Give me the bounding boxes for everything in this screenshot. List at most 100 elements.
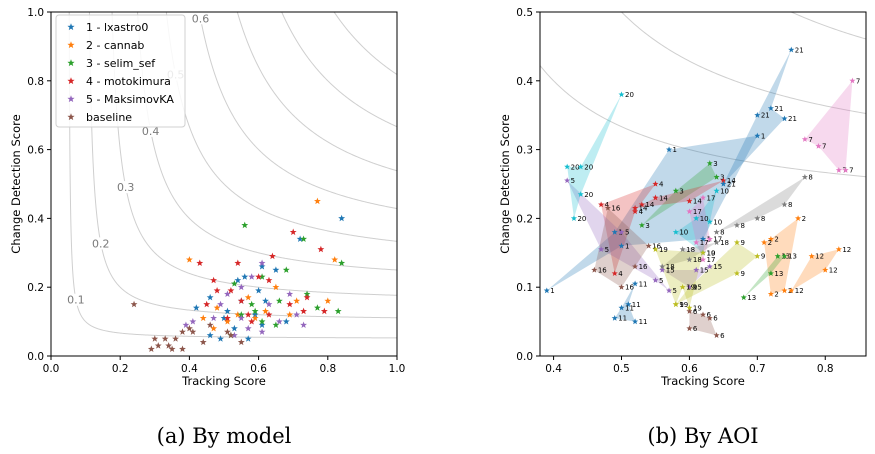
point-baseline xyxy=(199,338,207,346)
x-tick-label: 0.8 xyxy=(319,363,336,375)
isoline-label-bg xyxy=(141,124,160,137)
y-tick-label: 0.5 xyxy=(516,7,533,19)
point-3 xyxy=(258,318,266,325)
aoi-point-label: 14 xyxy=(639,205,648,213)
aoi-point-2 xyxy=(781,287,788,294)
aoi-point-label: 14 xyxy=(693,198,702,206)
point-3 xyxy=(314,304,321,311)
aoi-point-14 xyxy=(652,194,659,201)
aoi-region-6 xyxy=(689,311,717,336)
aoi-point-1 xyxy=(754,132,761,139)
point-1 xyxy=(338,214,346,222)
point-1 xyxy=(224,307,231,315)
aoi-point-8 xyxy=(801,173,808,180)
isoline-label: 0.4 xyxy=(142,125,160,138)
aoi-point-13 xyxy=(740,294,747,301)
aoi-point-label: 15 xyxy=(700,267,709,275)
isoline-label: 0.2 xyxy=(92,237,110,250)
point-4 xyxy=(213,287,221,294)
a-legend-box xyxy=(55,14,186,128)
point-5 xyxy=(300,321,307,328)
isoline-0.4 xyxy=(136,12,397,271)
aoi-point-label: 7 xyxy=(822,143,826,151)
aoi-point-14 xyxy=(720,177,727,184)
isoline-label: 0.3 xyxy=(117,181,135,194)
point-3 xyxy=(334,307,342,315)
aoi-point-label: 16 xyxy=(611,205,620,213)
aoi-point-label: 1 xyxy=(673,146,677,154)
point-4 xyxy=(196,259,204,267)
aoi-point-label: 2 xyxy=(774,291,778,299)
aoi-region-14 xyxy=(635,180,724,209)
aoi-point-label: 8 xyxy=(788,201,792,209)
isoline-0.5 xyxy=(165,12,397,242)
aoi-point-14 xyxy=(632,204,639,211)
aoi-point-18 xyxy=(686,256,693,263)
aoi-point-21 xyxy=(781,115,788,122)
aoi-point-label: 4 xyxy=(659,181,664,189)
point-5 xyxy=(210,314,218,322)
aoi-point-8 xyxy=(754,215,761,221)
aoi-point-label: 2 xyxy=(774,236,778,244)
point-baseline xyxy=(237,338,245,346)
aoi-point-label: 17 xyxy=(707,256,716,264)
point-5 xyxy=(244,324,252,332)
b-y-axis-label: Change Detection Score xyxy=(498,114,512,253)
isoline-label: 0.1 xyxy=(67,294,85,307)
aoi-point-label: 12 xyxy=(795,287,804,295)
aoi-point-label: 21 xyxy=(795,46,804,54)
aoi-point-label: 19 xyxy=(679,301,688,309)
aoi-region-5 xyxy=(567,180,669,291)
panel-a-by-model: 0.10.20.30.40.50.6 0.00.20.40.60.81.0 0.… xyxy=(9,7,405,448)
aoi-point-3 xyxy=(713,173,720,180)
aoi-point-label: 2 xyxy=(802,215,806,223)
point-4 xyxy=(237,297,245,304)
aoi-point-label: 18 xyxy=(720,239,729,247)
point-4 xyxy=(269,252,276,260)
x-tick-label: 0.7 xyxy=(749,363,766,375)
aoi-point-20 xyxy=(577,191,584,197)
y-tick-label: 1.0 xyxy=(27,7,44,19)
point-5 xyxy=(265,300,273,308)
aoi-point-17 xyxy=(706,235,713,242)
aoi-point-label: 8 xyxy=(740,222,744,230)
aoi-point-label: 6 xyxy=(720,332,725,340)
aoi-point-label: 15 xyxy=(713,263,722,271)
point-1 xyxy=(251,311,259,318)
aoi-point-label: 5 xyxy=(605,246,609,254)
point-3 xyxy=(272,321,280,328)
aoi-point-17 xyxy=(686,208,693,215)
aoi-point-18 xyxy=(659,263,666,270)
aoi-point-2 xyxy=(795,215,802,221)
aoi-point-15 xyxy=(706,263,713,270)
x-tick-label: 0.6 xyxy=(681,363,698,375)
legend-marker xyxy=(67,23,75,31)
aoi-region-12 xyxy=(791,249,839,291)
point-2 xyxy=(251,314,259,322)
aoi-point-15 xyxy=(659,266,666,273)
point-4 xyxy=(248,318,256,325)
point-5 xyxy=(258,259,266,267)
aoi-point-label: 13 xyxy=(774,270,783,278)
isoline-0.6 xyxy=(790,12,866,40)
aoi-point-4 xyxy=(611,270,618,277)
aoi-point-label: 8 xyxy=(720,229,724,237)
aoi-point-5 xyxy=(598,246,605,252)
point-5 xyxy=(275,318,283,325)
aoi-point-label: 17 xyxy=(707,194,716,202)
x-tick-label: 0.8 xyxy=(817,363,834,375)
isoline-label-bg xyxy=(116,181,135,194)
point-5 xyxy=(237,314,245,322)
aoi-point-8 xyxy=(713,228,720,235)
aoi-point-label: 10 xyxy=(679,229,688,237)
aoi-point-1 xyxy=(611,228,618,235)
a-isolines xyxy=(68,12,397,339)
aoi-point-18 xyxy=(713,239,720,246)
aoi-point-label: 19 xyxy=(659,246,668,254)
aoi-point-2 xyxy=(767,290,774,297)
aoi-point-10 xyxy=(706,218,713,225)
point-3 xyxy=(251,307,259,315)
aoi-point-2 xyxy=(761,239,768,246)
aoi-point-label: 6 xyxy=(707,311,712,319)
